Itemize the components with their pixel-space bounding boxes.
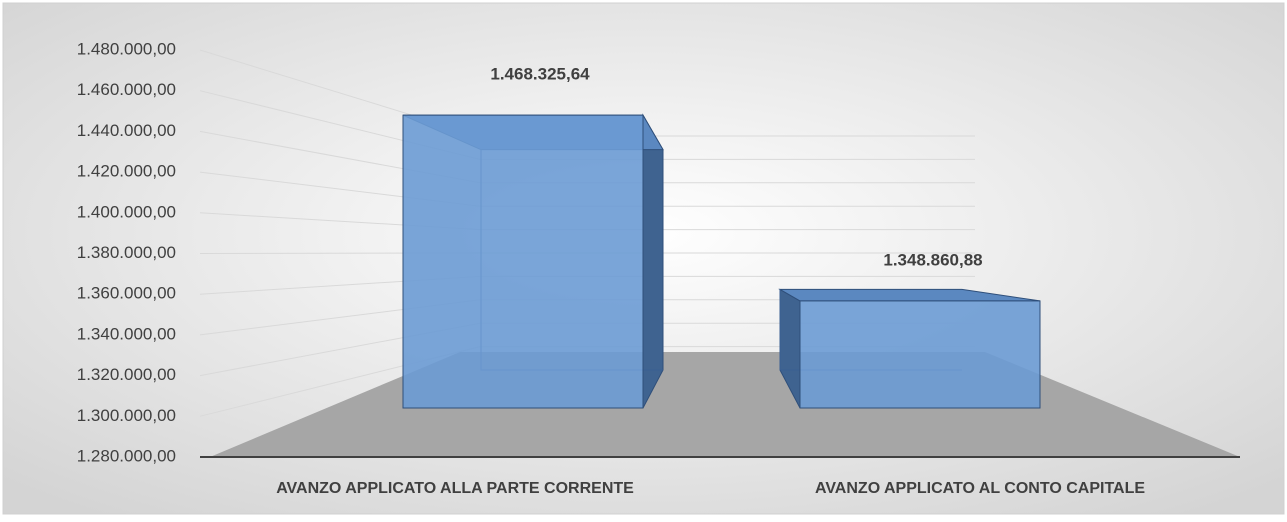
y-tick-label: 1.280.000,00 <box>77 446 176 465</box>
x-tick-label: AVANZO APPLICATO AL CONTO CAPITALE <box>815 480 1145 497</box>
y-tick-label: 1.380.000,00 <box>77 243 176 262</box>
y-tick-label: 1.320.000,00 <box>77 365 176 384</box>
x-tick-label: AVANZO APPLICATO ALLA PARTE CORRENTE <box>276 480 634 497</box>
y-tick-label: 1.360.000,00 <box>77 284 176 303</box>
y-tick-label: 1.420.000,00 <box>77 162 176 181</box>
y-tick-label: 1.340.000,00 <box>77 324 176 343</box>
bar <box>402 114 644 409</box>
data-label: 1.468.325,64 <box>490 65 590 84</box>
y-tick-label: 1.460.000,00 <box>77 80 176 99</box>
y-tick-label: 1.400.000,00 <box>77 202 176 221</box>
y-tick-label: 1.300.000,00 <box>77 406 176 425</box>
bar-side <box>642 113 664 409</box>
bar <box>799 300 1041 409</box>
y-tick-label: 1.440.000,00 <box>77 121 176 140</box>
y-tick-label: 1.480.000,00 <box>77 39 176 58</box>
data-label: 1.348.860,88 <box>883 250 982 269</box>
